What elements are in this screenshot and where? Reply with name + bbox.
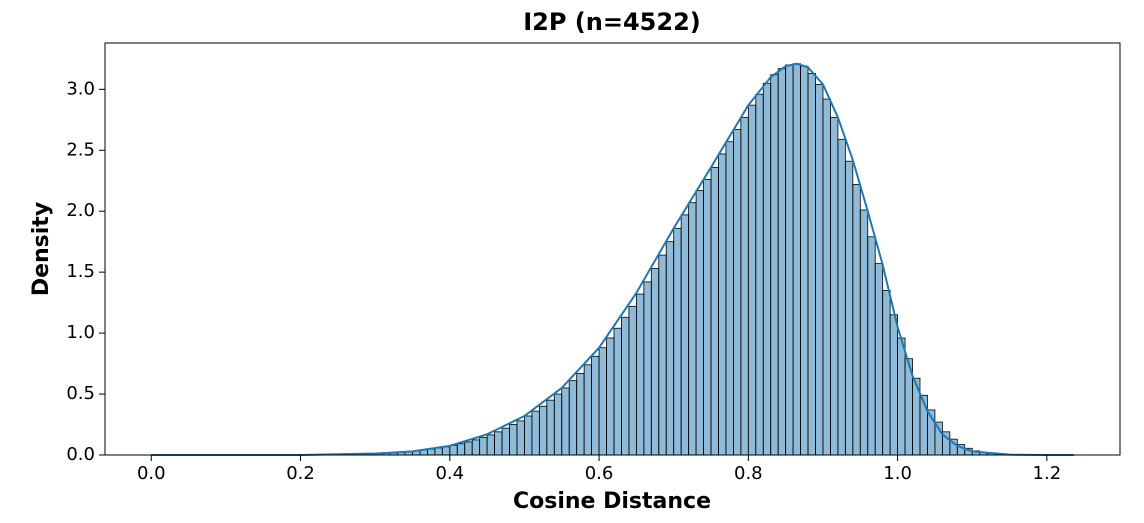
bar	[710, 166, 719, 456]
x-tick-label: 0.0	[137, 463, 166, 484]
bar	[606, 337, 615, 456]
bar	[635, 293, 645, 456]
bar	[837, 138, 846, 456]
y-tick-label: 2.5	[66, 139, 95, 160]
bar	[830, 116, 839, 456]
y-axis-label: Density	[29, 202, 54, 296]
bar	[785, 64, 794, 456]
bar	[509, 424, 518, 456]
bar	[486, 434, 495, 456]
bar	[479, 437, 488, 456]
bar	[538, 405, 548, 456]
bar	[434, 447, 443, 456]
bar	[695, 190, 704, 456]
bar	[747, 104, 757, 456]
bar	[807, 73, 816, 456]
y-tick-label: 0.5	[66, 383, 95, 404]
plot-frame	[104, 42, 1121, 456]
bar	[531, 410, 540, 456]
bar	[844, 160, 854, 456]
y-tick-label: 2.0	[66, 200, 95, 221]
bar	[464, 441, 473, 456]
bar	[882, 290, 891, 456]
bar	[733, 129, 742, 456]
bar	[553, 393, 563, 456]
x-tick-label: 1.2	[1033, 463, 1062, 484]
bar	[598, 347, 607, 456]
bar	[665, 241, 675, 456]
bar	[561, 387, 570, 456]
bar	[643, 281, 652, 456]
bar	[621, 316, 630, 456]
bar	[859, 209, 869, 456]
bar	[456, 443, 466, 456]
bar	[725, 141, 734, 456]
bar	[762, 82, 772, 456]
x-axis-label: Cosine Distance	[513, 489, 711, 514]
bar	[494, 431, 503, 456]
bar	[516, 420, 525, 456]
bar	[755, 93, 764, 456]
bar	[770, 74, 779, 456]
bar	[650, 268, 660, 456]
bar	[800, 65, 809, 456]
bar	[576, 372, 585, 456]
bar	[867, 236, 876, 456]
bar	[703, 179, 712, 456]
bar	[874, 263, 884, 456]
y-tick-label: 1.0	[66, 322, 95, 343]
bar	[471, 439, 481, 456]
bar	[501, 427, 510, 456]
bar	[673, 227, 682, 456]
bar	[897, 337, 906, 456]
chart-title: I2P (n=4522)	[523, 8, 701, 36]
bar	[568, 380, 578, 456]
bar	[613, 327, 622, 456]
bar	[777, 68, 787, 456]
bar	[688, 202, 697, 456]
bar	[822, 98, 831, 456]
x-tick-label: 0.4	[435, 463, 464, 484]
bar	[658, 254, 667, 456]
bar	[852, 183, 861, 456]
bar	[815, 84, 824, 456]
bar	[591, 355, 600, 456]
bar	[680, 214, 690, 456]
bar	[583, 364, 593, 456]
bar	[889, 314, 898, 456]
x-tick-label: 0.2	[286, 463, 315, 484]
y-tick-label: 0.0	[66, 444, 95, 465]
bar	[427, 448, 436, 456]
bar	[792, 63, 801, 456]
bar	[718, 153, 727, 456]
bar	[628, 305, 637, 456]
bar	[740, 116, 749, 456]
bar	[546, 399, 555, 456]
x-tick-label: 0.6	[585, 463, 614, 484]
bar	[524, 415, 533, 456]
bar	[449, 444, 458, 456]
y-tick-label: 3.0	[66, 78, 95, 99]
y-tick-label: 1.5	[66, 261, 95, 282]
kde-line	[151, 62, 1074, 456]
bar	[441, 446, 451, 456]
x-tick-label: 1.0	[883, 463, 912, 484]
x-tick-label: 0.8	[734, 463, 763, 484]
